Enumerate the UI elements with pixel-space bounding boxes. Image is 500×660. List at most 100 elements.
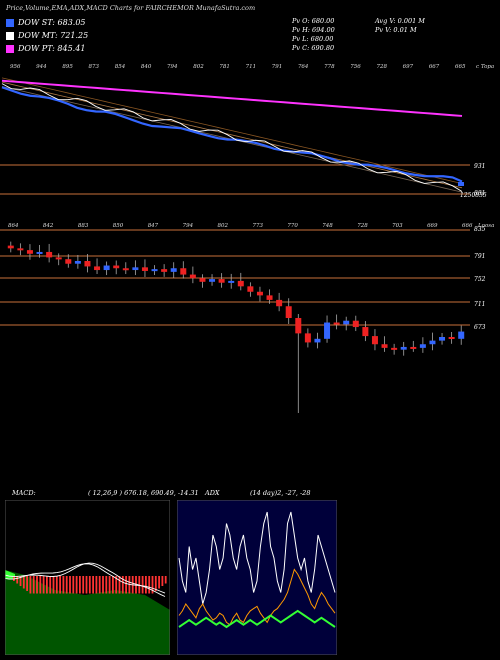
macd-label: MACD: (12, 489, 36, 497)
candle-body-27 (266, 295, 273, 300)
macd-hist-bar-24 (92, 576, 94, 594)
candle-body-40 (391, 347, 398, 350)
candle-tick-5: 794 (182, 223, 194, 229)
candle-body-41 (400, 346, 407, 350)
macd-hist-bar-42 (151, 576, 154, 594)
top-tick-14: 728 (376, 64, 387, 70)
candle-body-6 (65, 259, 72, 264)
candle-tick-0: 864 (8, 223, 19, 229)
candle-body-5 (55, 257, 62, 260)
stat-pv-open: Pv O: 680.00 (292, 17, 335, 25)
dow-series-2 (1, 79, 463, 117)
adx-chart (177, 500, 337, 655)
candle-body-18 (180, 268, 187, 275)
macd-hist-bar-5 (29, 576, 32, 594)
macd-hist-bar-28 (105, 576, 108, 594)
macd-hist-bar-1 (16, 576, 19, 584)
top-tick-6: 794 (167, 64, 178, 70)
candle-body-37 (362, 327, 369, 337)
candle-body-0 (7, 245, 14, 249)
candle-body-45 (439, 337, 446, 341)
macd-hist-bar-40 (145, 576, 147, 594)
macd-hist-bar-22 (85, 576, 88, 594)
candle-body-23 (228, 280, 235, 283)
candle-body-1 (17, 248, 24, 251)
top-tick-9: 711 (245, 64, 257, 70)
candle-tick-8: 770 (287, 223, 298, 229)
macd-hist-bar-21 (82, 576, 85, 594)
macd-hist-bar-8 (39, 576, 42, 594)
macd-hist-bar-16 (65, 576, 68, 594)
macd-hist-bar-12 (52, 576, 55, 594)
macd-hist-bar-33 (121, 576, 124, 594)
legend-dow-pt: DOW PT: 845.41 (6, 44, 85, 53)
top-band-0 (1, 77, 463, 184)
candle-level-label-2: 791 (474, 253, 486, 260)
macd-hist-bar-27 (102, 576, 104, 594)
candle-body-13 (132, 267, 139, 271)
top-tick-15: 697 (402, 64, 414, 70)
legend-swatch-pt (6, 44, 14, 53)
macd-hist-bar-44 (158, 576, 160, 589)
macd-values: ( 12,26,9 ) 676.18, 690.49, -14.31 (88, 489, 199, 497)
top-tick-16: 667 (428, 64, 440, 70)
macd-hist-bar-23 (88, 576, 91, 594)
candle-tick-2: 883 (77, 223, 89, 229)
top-level-label-1: 931 (474, 163, 486, 170)
macd-hist-bar-9 (42, 576, 45, 594)
top-band-1 (1, 81, 463, 189)
legend-label-pt: DOW PT: 845.41 (18, 44, 86, 53)
candle-body-11 (113, 265, 120, 269)
adx-series-1 (178, 568, 336, 626)
candle-body-38 (371, 336, 378, 345)
candle-body-14 (141, 267, 148, 271)
top-tick-3: 873 (88, 64, 100, 70)
macd-hist-bar-7 (36, 576, 38, 594)
top-tick-17: 665 (455, 64, 466, 70)
candle-corner-label: Loosa (478, 223, 495, 229)
candle-body-22 (218, 279, 225, 283)
macd-hist-bar-30 (112, 576, 114, 594)
dow-series-0 (1, 86, 463, 183)
candle-level-label-5: 673 (474, 324, 486, 331)
candle-tick-11: 703 (392, 223, 403, 229)
macd-hist-bar-20 (79, 576, 81, 594)
candle-body-19 (189, 274, 196, 279)
macd-hist-bar-46 (164, 576, 167, 584)
macd-hist-bar-41 (148, 576, 151, 594)
chart-title: Price,Volume,EMA,ADX,MACD Charts for FAI… (6, 4, 256, 12)
candle-body-25 (247, 286, 254, 292)
macd-hist-bar-17 (69, 576, 71, 594)
legend-label-st: DOW ST: 683.05 (18, 18, 86, 27)
candle-tick-10: 728 (357, 223, 368, 229)
candle-body-26 (256, 291, 263, 296)
candle-body-7 (74, 261, 81, 264)
adx-series-0 (178, 511, 336, 605)
candle-body-21 (209, 279, 216, 282)
top-tick-12: 778 (324, 64, 335, 70)
candle-body-16 (161, 269, 168, 272)
candle-body-30 (295, 318, 302, 334)
macd-hist-bar-32 (118, 576, 121, 594)
candle-body-36 (352, 320, 359, 328)
candle-body-9 (94, 266, 101, 271)
candle-body-32 (314, 338, 321, 343)
candle-body-20 (199, 278, 206, 282)
top-tick-1: 944 (36, 64, 47, 70)
macd-hist-bar-11 (49, 576, 52, 594)
candle-level-label-4: 711 (474, 301, 486, 308)
candle-body-47 (458, 331, 465, 339)
candle-body-29 (285, 306, 292, 318)
candle-body-34 (333, 322, 340, 325)
candle-body-8 (84, 261, 91, 267)
adx-values: (14 day)2, -27, -28 (250, 489, 311, 497)
candle-body-44 (429, 340, 436, 345)
candle-body-12 (122, 268, 129, 271)
candle-body-10 (103, 265, 110, 271)
adx-label: ADX (205, 489, 220, 497)
top-tick-2: 895 (62, 64, 73, 70)
candle-tick-12: 669 (427, 223, 438, 229)
candle-tick-9: 748 (322, 223, 333, 229)
macd-hist-bar-19 (75, 576, 78, 594)
candle-body-17 (170, 268, 177, 272)
